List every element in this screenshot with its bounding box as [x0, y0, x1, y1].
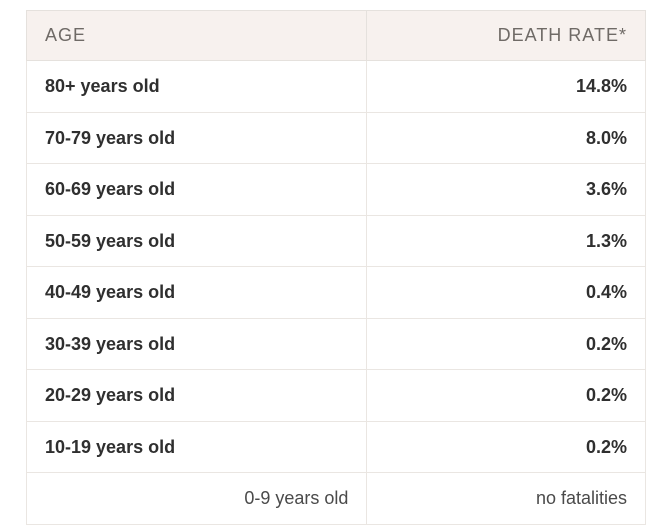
cell-rate: 14.8% [367, 61, 646, 113]
cell-age: 20-29 years old [27, 370, 367, 422]
cell-rate: 0.2% [367, 318, 646, 370]
cell-age: 60-69 years old [27, 164, 367, 216]
cell-age: 50-59 years old [27, 215, 367, 267]
table-row: 40-49 years old 0.4% [27, 267, 646, 319]
cell-rate: 8.0% [367, 112, 646, 164]
cell-age: 0-9 years old [27, 473, 367, 525]
death-rate-table: AGE DEATH RATE* 80+ years old 14.8% 70-7… [26, 10, 646, 525]
cell-age: 70-79 years old [27, 112, 367, 164]
table-row: 10-19 years old 0.2% [27, 421, 646, 473]
cell-rate: 3.6% [367, 164, 646, 216]
cell-rate: 1.3% [367, 215, 646, 267]
table-row: 70-79 years old 8.0% [27, 112, 646, 164]
cell-rate: 0.2% [367, 370, 646, 422]
table-row: 60-69 years old 3.6% [27, 164, 646, 216]
column-header-death-rate: DEATH RATE* [367, 11, 646, 61]
table-row: 20-29 years old 0.2% [27, 370, 646, 422]
table-header-row: AGE DEATH RATE* [27, 11, 646, 61]
column-header-age: AGE [27, 11, 367, 61]
table-row: 50-59 years old 1.3% [27, 215, 646, 267]
table-row: 30-39 years old 0.2% [27, 318, 646, 370]
table-row-last: 0-9 years old no fatalities [27, 473, 646, 525]
cell-age: 30-39 years old [27, 318, 367, 370]
cell-age: 80+ years old [27, 61, 367, 113]
cell-age: 10-19 years old [27, 421, 367, 473]
cell-age: 40-49 years old [27, 267, 367, 319]
cell-rate: 0.2% [367, 421, 646, 473]
table-row: 80+ years old 14.8% [27, 61, 646, 113]
cell-rate: 0.4% [367, 267, 646, 319]
cell-rate: no fatalities [367, 473, 646, 525]
